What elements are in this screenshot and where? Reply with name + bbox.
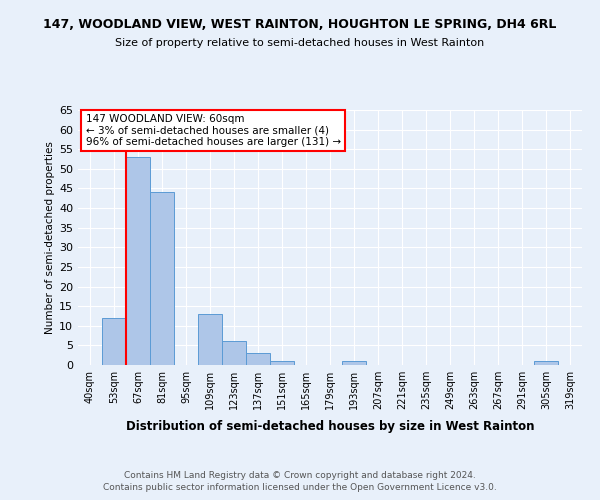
Bar: [246, 353, 270, 365]
Bar: [198, 314, 222, 365]
Bar: [222, 342, 246, 365]
Bar: [270, 361, 294, 365]
X-axis label: Distribution of semi-detached houses by size in West Rainton: Distribution of semi-detached houses by …: [126, 420, 534, 434]
Bar: [534, 361, 558, 365]
Y-axis label: Number of semi-detached properties: Number of semi-detached properties: [45, 141, 55, 334]
Text: Contains public sector information licensed under the Open Government Licence v3: Contains public sector information licen…: [103, 484, 497, 492]
Bar: [150, 192, 174, 365]
Text: Size of property relative to semi-detached houses in West Rainton: Size of property relative to semi-detach…: [115, 38, 485, 48]
Bar: [126, 157, 150, 365]
Text: 147, WOODLAND VIEW, WEST RAINTON, HOUGHTON LE SPRING, DH4 6RL: 147, WOODLAND VIEW, WEST RAINTON, HOUGHT…: [43, 18, 557, 30]
Bar: [102, 318, 126, 365]
Text: 147 WOODLAND VIEW: 60sqm
← 3% of semi-detached houses are smaller (4)
96% of sem: 147 WOODLAND VIEW: 60sqm ← 3% of semi-de…: [86, 114, 341, 147]
Text: Contains HM Land Registry data © Crown copyright and database right 2024.: Contains HM Land Registry data © Crown c…: [124, 471, 476, 480]
Bar: [342, 361, 366, 365]
